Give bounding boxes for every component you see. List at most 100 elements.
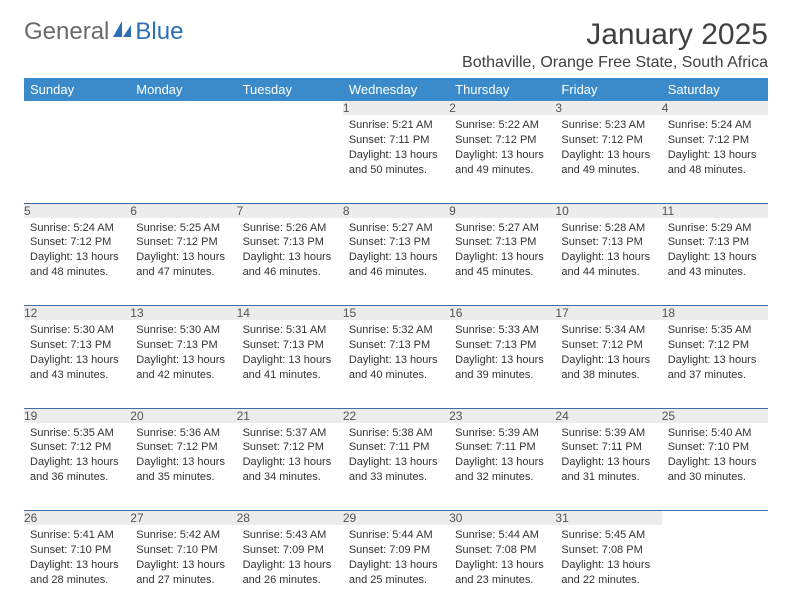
day-number: 12	[24, 306, 130, 321]
day-cell: Sunrise: 5:27 AMSunset: 7:13 PMDaylight:…	[343, 218, 449, 306]
day-details: Sunrise: 5:39 AMSunset: 7:11 PMDaylight:…	[449, 423, 555, 491]
day-cell: Sunrise: 5:37 AMSunset: 7:12 PMDaylight:…	[237, 423, 343, 511]
daynum-row: 567891011	[24, 203, 768, 218]
day-details: Sunrise: 5:25 AMSunset: 7:12 PMDaylight:…	[130, 218, 236, 286]
day-cell: Sunrise: 5:36 AMSunset: 7:12 PMDaylight:…	[130, 423, 236, 511]
day-details: Sunrise: 5:33 AMSunset: 7:13 PMDaylight:…	[449, 320, 555, 388]
day-number: 28	[237, 511, 343, 526]
week-row: Sunrise: 5:41 AMSunset: 7:10 PMDaylight:…	[24, 525, 768, 613]
day-number: 7	[237, 203, 343, 218]
day-cell: Sunrise: 5:28 AMSunset: 7:13 PMDaylight:…	[555, 218, 661, 306]
day-cell: Sunrise: 5:27 AMSunset: 7:13 PMDaylight:…	[449, 218, 555, 306]
week-row: Sunrise: 5:21 AMSunset: 7:11 PMDaylight:…	[24, 115, 768, 203]
day-cell: Sunrise: 5:26 AMSunset: 7:13 PMDaylight:…	[237, 218, 343, 306]
day-number: 16	[449, 306, 555, 321]
day-details: Sunrise: 5:34 AMSunset: 7:12 PMDaylight:…	[555, 320, 661, 388]
day-cell: Sunrise: 5:39 AMSunset: 7:11 PMDaylight:…	[449, 423, 555, 511]
empty-cell	[130, 101, 236, 115]
day-header: Thursday	[449, 78, 555, 101]
day-number: 14	[237, 306, 343, 321]
day-cell: Sunrise: 5:24 AMSunset: 7:12 PMDaylight:…	[662, 115, 768, 203]
day-cell: Sunrise: 5:38 AMSunset: 7:11 PMDaylight:…	[343, 423, 449, 511]
day-details: Sunrise: 5:30 AMSunset: 7:13 PMDaylight:…	[24, 320, 130, 388]
day-details: Sunrise: 5:28 AMSunset: 7:13 PMDaylight:…	[555, 218, 661, 286]
day-details: Sunrise: 5:23 AMSunset: 7:12 PMDaylight:…	[555, 115, 661, 183]
month-title: January 2025	[462, 18, 768, 52]
empty-cell	[24, 115, 130, 203]
day-details: Sunrise: 5:44 AMSunset: 7:09 PMDaylight:…	[343, 525, 449, 593]
day-cell: Sunrise: 5:44 AMSunset: 7:08 PMDaylight:…	[449, 525, 555, 613]
sail-icon	[111, 18, 133, 46]
day-header: Monday	[130, 78, 236, 101]
empty-cell	[130, 115, 236, 203]
day-details: Sunrise: 5:22 AMSunset: 7:12 PMDaylight:…	[449, 115, 555, 183]
day-cell: Sunrise: 5:35 AMSunset: 7:12 PMDaylight:…	[24, 423, 130, 511]
day-details: Sunrise: 5:21 AMSunset: 7:11 PMDaylight:…	[343, 115, 449, 183]
page-header: General Blue January 2025 Bothaville, Or…	[24, 18, 768, 72]
day-details: Sunrise: 5:31 AMSunset: 7:13 PMDaylight:…	[237, 320, 343, 388]
day-number: 21	[237, 408, 343, 423]
empty-cell	[24, 101, 130, 115]
daynum-row: 262728293031	[24, 511, 768, 526]
day-header: Saturday	[662, 78, 768, 101]
day-number: 24	[555, 408, 661, 423]
day-number: 10	[555, 203, 661, 218]
day-number: 26	[24, 511, 130, 526]
day-details: Sunrise: 5:45 AMSunset: 7:08 PMDaylight:…	[555, 525, 661, 593]
empty-cell	[662, 511, 768, 526]
day-number: 9	[449, 203, 555, 218]
day-details: Sunrise: 5:24 AMSunset: 7:12 PMDaylight:…	[662, 115, 768, 183]
day-cell: Sunrise: 5:42 AMSunset: 7:10 PMDaylight:…	[130, 525, 236, 613]
empty-cell	[237, 115, 343, 203]
day-details: Sunrise: 5:42 AMSunset: 7:10 PMDaylight:…	[130, 525, 236, 593]
day-cell: Sunrise: 5:32 AMSunset: 7:13 PMDaylight:…	[343, 320, 449, 408]
day-number: 6	[130, 203, 236, 218]
day-details: Sunrise: 5:30 AMSunset: 7:13 PMDaylight:…	[130, 320, 236, 388]
day-details: Sunrise: 5:39 AMSunset: 7:11 PMDaylight:…	[555, 423, 661, 491]
title-block: January 2025 Bothaville, Orange Free Sta…	[462, 18, 768, 72]
day-cell: Sunrise: 5:44 AMSunset: 7:09 PMDaylight:…	[343, 525, 449, 613]
week-row: Sunrise: 5:30 AMSunset: 7:13 PMDaylight:…	[24, 320, 768, 408]
day-number: 17	[555, 306, 661, 321]
day-header: Wednesday	[343, 78, 449, 101]
day-header: Friday	[555, 78, 661, 101]
day-cell: Sunrise: 5:23 AMSunset: 7:12 PMDaylight:…	[555, 115, 661, 203]
day-cell: Sunrise: 5:40 AMSunset: 7:10 PMDaylight:…	[662, 423, 768, 511]
day-cell: Sunrise: 5:35 AMSunset: 7:12 PMDaylight:…	[662, 320, 768, 408]
day-cell: Sunrise: 5:39 AMSunset: 7:11 PMDaylight:…	[555, 423, 661, 511]
empty-cell	[662, 525, 768, 613]
day-number: 27	[130, 511, 236, 526]
day-details: Sunrise: 5:27 AMSunset: 7:13 PMDaylight:…	[449, 218, 555, 286]
day-number: 8	[343, 203, 449, 218]
day-cell: Sunrise: 5:33 AMSunset: 7:13 PMDaylight:…	[449, 320, 555, 408]
daynum-row: 19202122232425	[24, 408, 768, 423]
day-cell: Sunrise: 5:29 AMSunset: 7:13 PMDaylight:…	[662, 218, 768, 306]
day-details: Sunrise: 5:40 AMSunset: 7:10 PMDaylight:…	[662, 423, 768, 491]
day-cell: Sunrise: 5:30 AMSunset: 7:13 PMDaylight:…	[24, 320, 130, 408]
day-details: Sunrise: 5:36 AMSunset: 7:12 PMDaylight:…	[130, 423, 236, 491]
day-cell: Sunrise: 5:43 AMSunset: 7:09 PMDaylight:…	[237, 525, 343, 613]
day-details: Sunrise: 5:35 AMSunset: 7:12 PMDaylight:…	[662, 320, 768, 388]
day-details: Sunrise: 5:43 AMSunset: 7:09 PMDaylight:…	[237, 525, 343, 593]
day-number: 22	[343, 408, 449, 423]
day-number: 30	[449, 511, 555, 526]
brand-part1: General	[24, 18, 109, 46]
day-details: Sunrise: 5:37 AMSunset: 7:12 PMDaylight:…	[237, 423, 343, 491]
day-cell: Sunrise: 5:21 AMSunset: 7:11 PMDaylight:…	[343, 115, 449, 203]
day-number: 25	[662, 408, 768, 423]
day-number: 2	[449, 101, 555, 115]
day-cell: Sunrise: 5:22 AMSunset: 7:12 PMDaylight:…	[449, 115, 555, 203]
day-details: Sunrise: 5:32 AMSunset: 7:13 PMDaylight:…	[343, 320, 449, 388]
day-number: 13	[130, 306, 236, 321]
day-details: Sunrise: 5:24 AMSunset: 7:12 PMDaylight:…	[24, 218, 130, 286]
daynum-row: 12131415161718	[24, 306, 768, 321]
day-header: Sunday	[24, 78, 130, 101]
day-details: Sunrise: 5:38 AMSunset: 7:11 PMDaylight:…	[343, 423, 449, 491]
day-number: 19	[24, 408, 130, 423]
day-cell: Sunrise: 5:45 AMSunset: 7:08 PMDaylight:…	[555, 525, 661, 613]
day-details: Sunrise: 5:44 AMSunset: 7:08 PMDaylight:…	[449, 525, 555, 593]
day-details: Sunrise: 5:41 AMSunset: 7:10 PMDaylight:…	[24, 525, 130, 593]
daynum-row: 1234	[24, 101, 768, 115]
day-number: 23	[449, 408, 555, 423]
day-number: 18	[662, 306, 768, 321]
